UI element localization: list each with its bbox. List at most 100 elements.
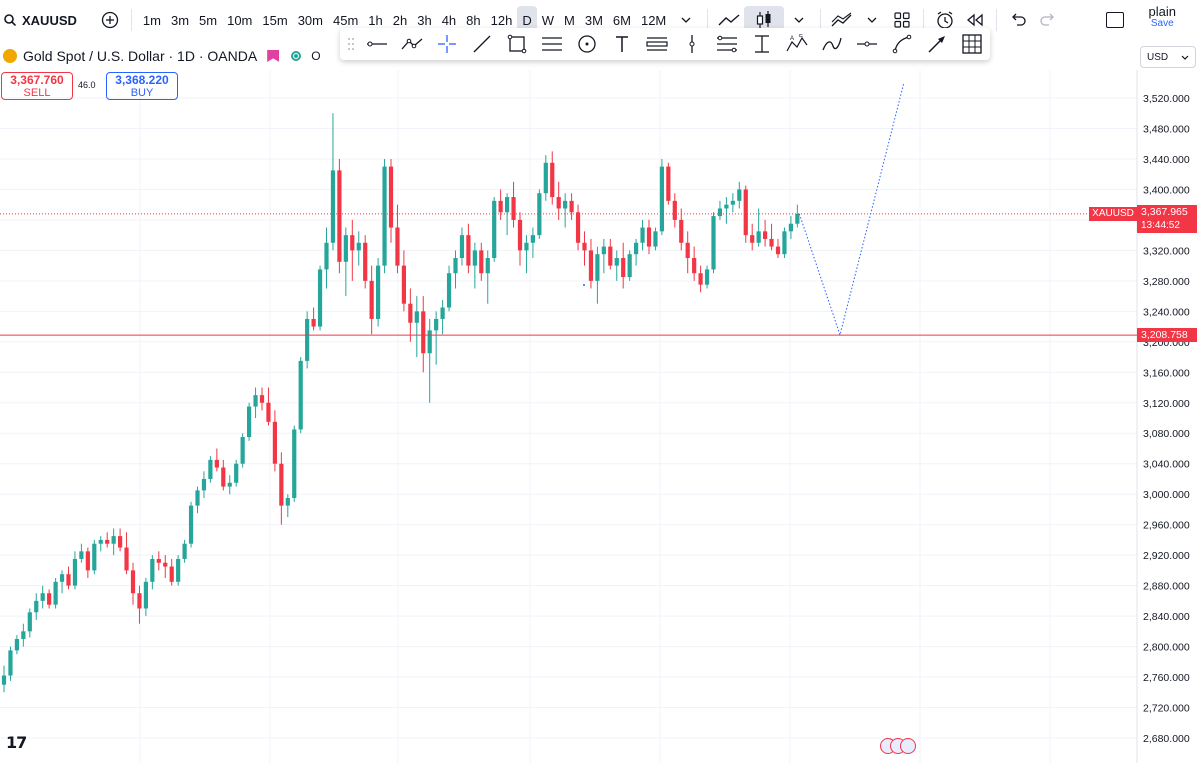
vertical-line-icon[interactable] bbox=[674, 30, 709, 58]
interval-1m[interactable]: 1m bbox=[142, 12, 161, 28]
line-chart-icon[interactable] bbox=[714, 6, 744, 34]
candle-down bbox=[47, 593, 52, 605]
horizontal-line-icon[interactable] bbox=[850, 30, 885, 58]
interval-6m[interactable]: 6M bbox=[612, 12, 631, 28]
candle-down bbox=[350, 235, 355, 251]
horizontal-ray-icon[interactable] bbox=[359, 30, 394, 58]
candle-up bbox=[427, 330, 432, 354]
candle-up bbox=[756, 231, 761, 243]
interval-8h[interactable]: 8h bbox=[466, 12, 481, 28]
interval-w[interactable]: W bbox=[541, 12, 554, 28]
candle-up bbox=[472, 250, 477, 266]
interval-30m[interactable]: 30m bbox=[297, 12, 323, 28]
candle-down bbox=[363, 242, 368, 281]
toolbar-divider bbox=[707, 9, 709, 31]
rectangle-icon[interactable] bbox=[499, 30, 534, 58]
candle-up bbox=[292, 429, 297, 498]
interval-d[interactable]: D bbox=[517, 6, 537, 34]
indicators-icon[interactable] bbox=[827, 6, 857, 34]
chevron-down-icon[interactable] bbox=[784, 6, 814, 34]
candle-up bbox=[356, 242, 361, 251]
redo-icon[interactable] bbox=[1033, 6, 1063, 34]
candle-up bbox=[305, 318, 310, 361]
add-symbol-icon[interactable] bbox=[95, 6, 125, 34]
toolbar-divider bbox=[923, 9, 925, 31]
candle-up bbox=[563, 200, 568, 209]
us-flag-event-icon[interactable] bbox=[900, 738, 916, 754]
parallel-channel-icon[interactable] bbox=[534, 30, 569, 58]
interval-2h[interactable]: 2h bbox=[392, 12, 408, 28]
trend-line-icon[interactable] bbox=[464, 30, 499, 58]
symbol-search[interactable]: XAUUSD bbox=[4, 13, 77, 28]
interval-12h[interactable]: 12h bbox=[490, 12, 513, 28]
interval-1h[interactable]: 1h bbox=[368, 12, 383, 28]
undo-icon[interactable] bbox=[1003, 6, 1033, 34]
candle-up bbox=[79, 551, 84, 559]
interval-3m[interactable]: 3M bbox=[584, 12, 603, 28]
layout-select-icon[interactable] bbox=[1106, 12, 1124, 28]
projection-path bbox=[798, 82, 905, 337]
interval-12m[interactable]: 12M bbox=[640, 12, 667, 28]
interval-list: 1m 3m 5m 10m 15m 30m 45m 1h 2h 3h 4h 8h 12h D W M 3M 6M 12… bbox=[138, 6, 671, 34]
candle-down bbox=[421, 311, 426, 354]
text-icon[interactable] bbox=[604, 30, 639, 58]
interval-m[interactable]: M bbox=[564, 12, 575, 28]
candle-down bbox=[311, 318, 316, 327]
fib-retracement-icon[interactable] bbox=[710, 30, 745, 58]
candle-down bbox=[388, 166, 394, 228]
interval-3m[interactable]: 3m bbox=[170, 12, 190, 28]
candle-down bbox=[272, 421, 277, 464]
y-axis-label: 3,240.000 bbox=[1143, 306, 1190, 318]
y-axis-label: 2,800.000 bbox=[1143, 642, 1190, 654]
crosshair-icon[interactable] bbox=[429, 30, 464, 58]
candle-down bbox=[569, 200, 574, 213]
circle-icon[interactable] bbox=[569, 30, 604, 58]
candle-down bbox=[698, 273, 703, 285]
grid-table-icon[interactable] bbox=[955, 30, 990, 58]
interval-45m[interactable]: 45m bbox=[332, 12, 359, 28]
candle-up bbox=[788, 223, 793, 232]
replay-icon[interactable] bbox=[960, 6, 990, 34]
chevron-down-icon[interactable] bbox=[857, 6, 887, 34]
candle-up bbox=[317, 269, 323, 327]
candle-up bbox=[343, 235, 348, 262]
sell-button[interactable]: 3,367.760 SELL bbox=[1, 72, 73, 100]
candle-up bbox=[659, 166, 664, 232]
candle-down bbox=[408, 303, 413, 323]
curve-icon[interactable] bbox=[885, 30, 920, 58]
templates-icon[interactable] bbox=[887, 6, 917, 34]
buy-button[interactable]: 3,368.220 BUY bbox=[106, 72, 178, 100]
interval-10m[interactable]: 10m bbox=[227, 12, 253, 28]
symbol-price-tag: XAUUSD bbox=[1089, 207, 1137, 221]
interval-5m[interactable]: 5m bbox=[199, 12, 218, 28]
candle-up bbox=[434, 318, 439, 331]
flag-icon[interactable] bbox=[267, 50, 280, 62]
interval-4h[interactable]: 4h bbox=[441, 12, 457, 28]
interval-15m[interactable]: 15m bbox=[262, 12, 288, 28]
chevron-down-icon[interactable] bbox=[671, 6, 701, 34]
candle-down bbox=[369, 280, 374, 319]
tradingview-logo[interactable]: 17 bbox=[6, 733, 27, 752]
interval-3h[interactable]: 3h bbox=[417, 12, 432, 28]
candle-down bbox=[118, 536, 123, 548]
candle-up bbox=[453, 258, 458, 274]
candle-down bbox=[672, 200, 677, 220]
price-range-icon[interactable] bbox=[745, 30, 780, 58]
position-tool-icon[interactable] bbox=[639, 30, 674, 58]
brush-icon[interactable] bbox=[815, 30, 850, 58]
arrow-icon[interactable] bbox=[920, 30, 955, 58]
candle-up bbox=[253, 395, 258, 407]
candle-up bbox=[14, 638, 19, 651]
economic-events[interactable] bbox=[880, 738, 916, 754]
chevron-down-icon bbox=[1181, 55, 1189, 60]
candle-up bbox=[492, 200, 497, 258]
candle-up bbox=[627, 254, 632, 278]
currency-select[interactable]: USD bbox=[1140, 46, 1196, 68]
candle-down bbox=[750, 235, 755, 243]
drag-handle-icon[interactable] bbox=[342, 34, 359, 54]
save-layout-button[interactable]: plain Save bbox=[1149, 5, 1176, 30]
path-icon[interactable] bbox=[394, 30, 429, 58]
symbol-title[interactable]: Gold Spot / U.S. Dollar · 1D · OANDA bbox=[23, 48, 258, 64]
